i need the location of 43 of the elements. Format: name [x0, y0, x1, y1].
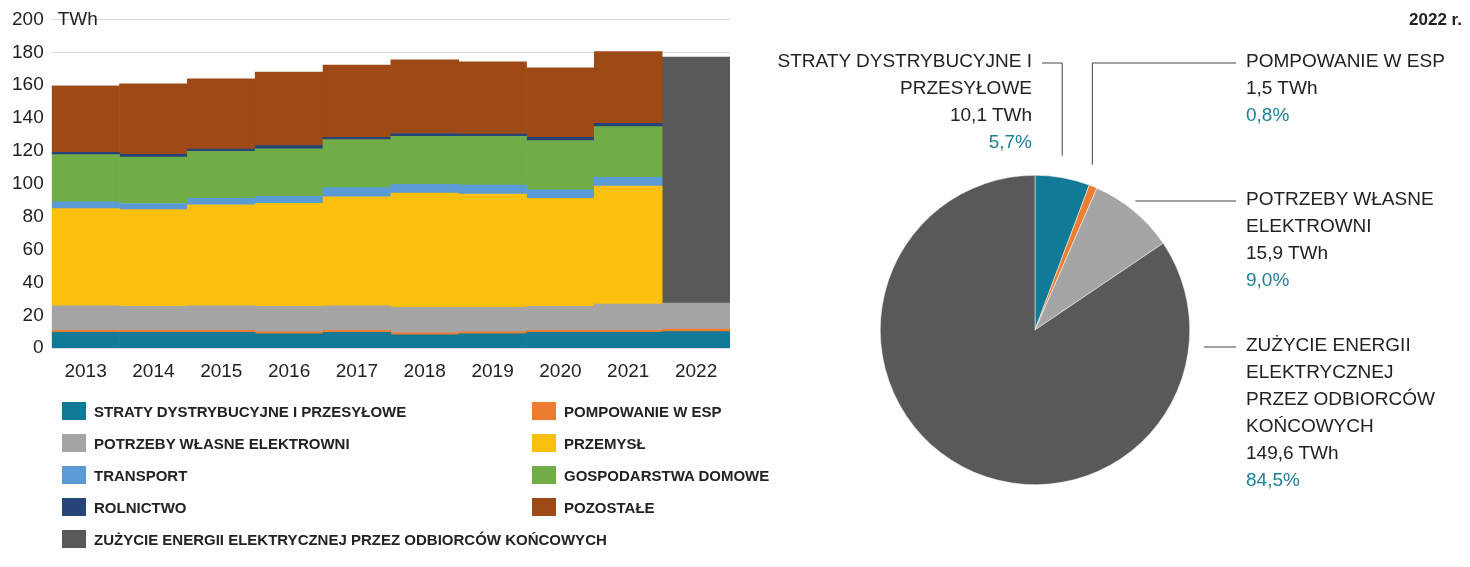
x-tick-label: 2018 — [403, 359, 446, 381]
data-label: 10,1 TWh 5,7% — [949, 103, 1033, 152]
x-tick-label: 2022 — [674, 359, 718, 381]
data-label: 15,9 TWh 9,0% — [1246, 241, 1329, 290]
x-tick-label: 2016 — [267, 359, 311, 381]
legend-label: STRATY DYSTRYBUCYJNE I PRZESYŁOWE — [94, 402, 407, 420]
legend-label: GOSPODARSTWA DOMOWE — [564, 466, 770, 484]
y-tick-label: 20 — [22, 303, 44, 325]
y-tick-label: 120 — [12, 139, 44, 161]
x-tick-label: 2020 — [539, 359, 582, 381]
legend-label: PRZEMYSŁ — [564, 434, 646, 452]
slice-label: ZUŻYCIE ENERGII ELEKTRYCZNEJ PRZEZ ODBIORCÓW KOŃCOWYCH — [1246, 333, 1436, 436]
data-label: 1,5 TWh 0,8% — [1246, 76, 1318, 125]
y-tick-label: 140 — [12, 106, 44, 128]
y-tick-label: 60 — [22, 237, 44, 259]
y-tick-label: 100 — [12, 172, 44, 194]
y-tick-label: 180 — [12, 40, 44, 62]
y-tick-label: 0 — [33, 336, 44, 358]
legend-label: ROLNICTWO — [94, 498, 187, 516]
legend-label: POZOSTAŁE — [564, 498, 655, 516]
bar — [661, 56, 730, 304]
data-label: 149,6 TWh 84,5% — [1246, 441, 1339, 490]
y-tick-label: 40 — [22, 270, 44, 292]
slice-label: POTRZEBY WŁASNE ELEKTROWNI — [1246, 187, 1434, 236]
x-tick-label: 2017 — [335, 359, 379, 381]
y-tick-label: 200 — [12, 7, 44, 29]
x-tick-label: 2013 — [64, 359, 107, 381]
x-tick-label: 2015 — [200, 359, 243, 381]
bar — [254, 145, 324, 150]
bar — [594, 176, 663, 187]
legend-label: POTRZEBY WŁASNE ELEKTROWNI — [94, 434, 350, 452]
chart-title: 2022 r. — [1409, 10, 1462, 30]
x-tick-label: 2019 — [471, 359, 514, 381]
legend-label: TRANSPORT — [94, 466, 188, 484]
x-tick-label: 2014 — [132, 359, 176, 381]
y-tick-label: 160 — [12, 73, 44, 95]
y-tick-label: 80 — [22, 204, 44, 226]
slice-label: POMPOWANIE W ESP — [1246, 49, 1445, 71]
legend-label: ZUŻYCIE ENERGII ELEKTRYCZNEJ PRZEZ ODBIORCÓW KOŃCOWYCH — [94, 530, 607, 548]
x-tick-label: 2021 — [607, 359, 650, 381]
slice-label: STRATY DYSTRYBUCYJNE I PRZESYŁOWE — [777, 49, 1032, 98]
legend-label: POMPOWANIE W ESP — [564, 402, 722, 420]
y-axis-title: TWh — [57, 7, 98, 29]
